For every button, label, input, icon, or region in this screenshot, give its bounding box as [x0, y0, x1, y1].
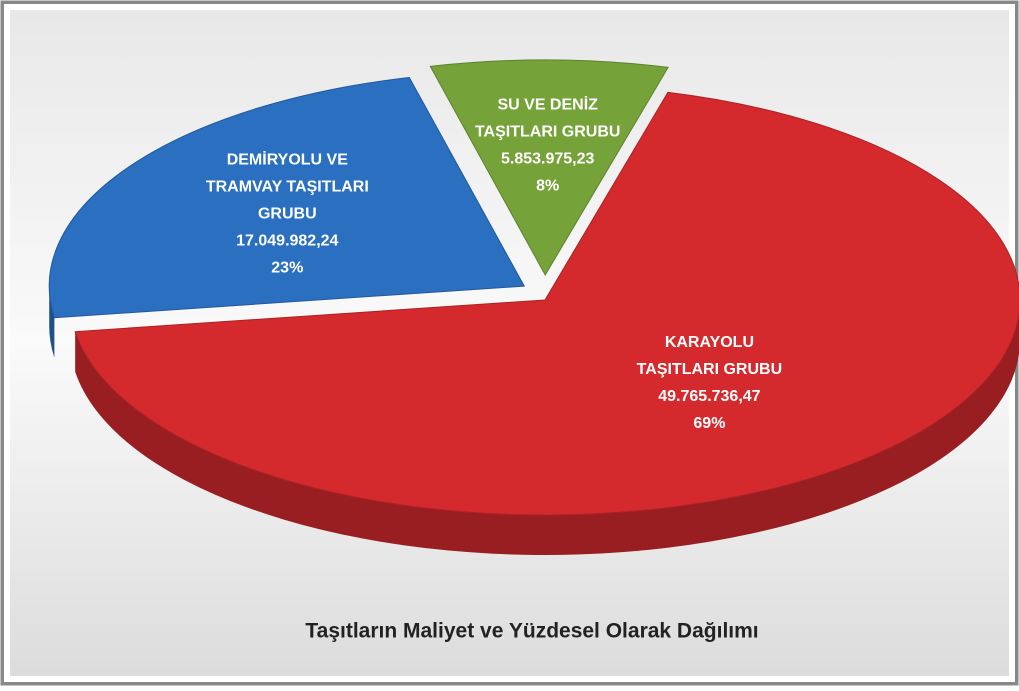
- data-label: GRUBU: [258, 206, 317, 223]
- data-label: 69%: [693, 415, 725, 432]
- data-label: 23%: [271, 260, 303, 277]
- data-label: DEMİRYOLU VE: [227, 151, 349, 169]
- data-label: TAŞITLARI GRUBU: [637, 361, 782, 378]
- pie: KARAYOLU TAŞITLARI GRUBU 49.765.736,47 69% D…: [48, 59, 1019, 555]
- data-label: 5.853.975,23: [501, 151, 595, 168]
- slice: [48, 76, 526, 319]
- chart-title: Taşıtların Maliyet ve Yüzdesel Olarak Da…: [305, 620, 758, 643]
- data-label: TAŞITLARI GRUBU: [475, 124, 620, 141]
- slice: [429, 59, 669, 277]
- slice-side: [75, 313, 1019, 555]
- data-label: 8%: [536, 178, 559, 195]
- data-label: SU VE DENİZ: [497, 96, 598, 114]
- data-label: 49.765.736,47: [658, 388, 760, 405]
- slice: [74, 91, 1019, 516]
- data-label: 17.049.982,24: [236, 233, 338, 250]
- data-label: TRAMVAY TAŞITLARI: [206, 179, 369, 196]
- data-label: KARAYOLU: [665, 334, 754, 351]
